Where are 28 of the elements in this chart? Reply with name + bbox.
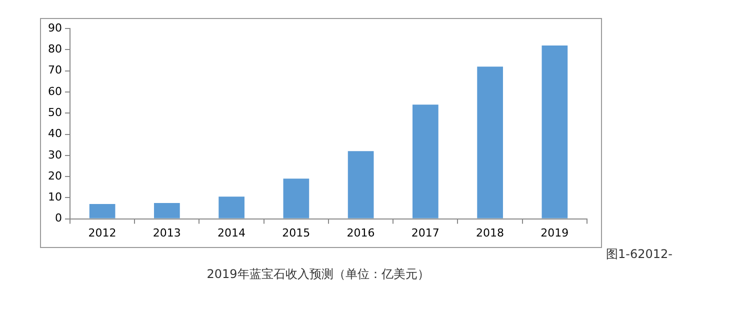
- x-tick-label: 2019: [540, 226, 569, 240]
- x-tick-label: 2016: [346, 226, 375, 240]
- bar: [218, 196, 244, 218]
- caption: 图1-62012-: [606, 246, 672, 263]
- y-tick-label: 90: [48, 21, 62, 34]
- y-tick-label: 80: [48, 42, 62, 56]
- y-tick-label: 40: [48, 127, 62, 140]
- x-tick-label: 2013: [152, 226, 181, 240]
- y-tick-label: 50: [48, 106, 62, 119]
- y-tick-label: 0: [54, 212, 62, 225]
- y-tick-label: 30: [48, 148, 62, 162]
- x-tick-label: 2012: [88, 226, 116, 240]
- bar: [283, 178, 310, 218]
- bar: [477, 66, 503, 218]
- y-tick-label: 10: [48, 190, 62, 204]
- bar: [348, 151, 374, 218]
- bar: [154, 202, 180, 218]
- x-tick-label: 2018: [476, 226, 504, 240]
- x-tick-label: 2015: [282, 226, 310, 240]
- x-tick-label: 2017: [411, 226, 440, 240]
- bar: [542, 46, 568, 218]
- y-tick-label: 20: [48, 169, 62, 182]
- x-tick-label: 2014: [218, 226, 246, 240]
- bar: [412, 104, 438, 218]
- text: 2019年蓝宝石收入预测（单位：亿美元）: [206, 266, 430, 283]
- y-tick-label: 70: [48, 64, 62, 77]
- y-tick-label: 60: [48, 84, 62, 98]
- bar: [89, 204, 116, 218]
